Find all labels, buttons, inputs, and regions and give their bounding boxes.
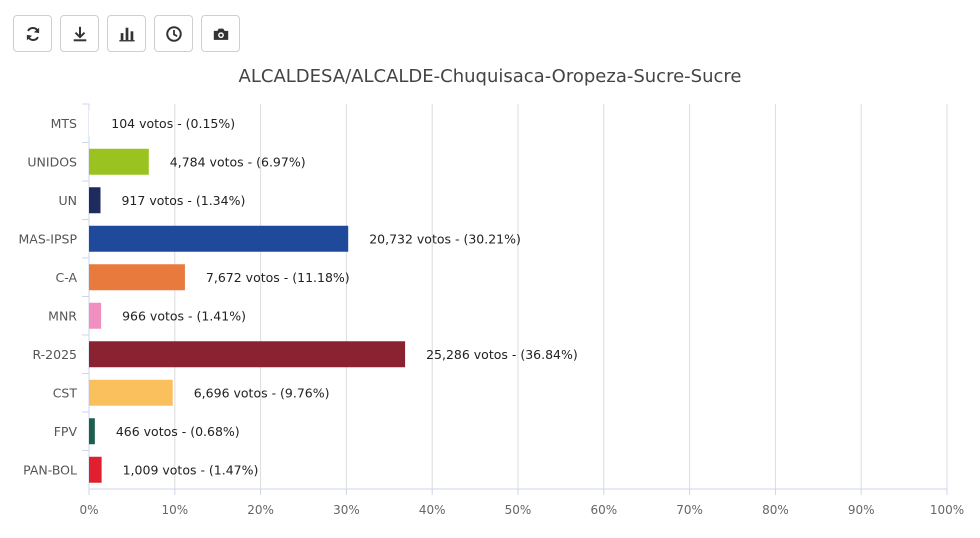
- x-tick-label: 80%: [762, 503, 789, 517]
- y-category-label: UN: [59, 193, 78, 208]
- x-tick-label: 20%: [247, 503, 274, 517]
- x-tick-label: 40%: [419, 503, 446, 517]
- x-tick-label: 100%: [930, 503, 964, 517]
- bar-data-label: 466 votos - (0.68%): [116, 424, 240, 439]
- bar-data-label: 917 votos - (1.34%): [121, 193, 245, 208]
- bar: [89, 302, 102, 329]
- camera-icon: [213, 28, 228, 40]
- y-category-label: FPV: [54, 424, 78, 439]
- bar: [89, 341, 406, 368]
- chart-toolbar: [13, 15, 240, 52]
- x-tick-label: 30%: [333, 503, 360, 517]
- bar-data-label: 20,732 votos - (30.21%): [369, 231, 521, 246]
- bar-data-label: 1,009 votos - (1.47%): [123, 462, 259, 477]
- bar: [89, 110, 91, 137]
- y-category-label: R-2025: [32, 347, 77, 362]
- bar: [89, 418, 95, 445]
- y-category-label: MTS: [51, 116, 77, 131]
- bar: [89, 225, 349, 252]
- bar-data-label: 4,784 votos - (6.97%): [170, 154, 306, 169]
- y-category-label: MNR: [48, 308, 77, 323]
- x-tick-label: 90%: [848, 503, 875, 517]
- bar-chart-button[interactable]: [107, 15, 146, 52]
- bar-data-label: 966 votos - (1.41%): [122, 308, 246, 323]
- bar-data-label: 104 votos - (0.15%): [111, 116, 235, 131]
- bar: [89, 264, 185, 291]
- download-button[interactable]: [60, 15, 99, 52]
- y-category-label: C-A: [55, 270, 77, 285]
- bar-data-label: 25,286 votos - (36.84%): [426, 347, 578, 362]
- y-category-label: PAN-BOL: [23, 462, 77, 477]
- y-category-label: CST: [53, 385, 78, 400]
- x-tick-label: 0%: [79, 503, 98, 517]
- bar-chart-icon: [118, 27, 135, 41]
- history-button[interactable]: [154, 15, 193, 52]
- x-tick-label: 50%: [505, 503, 532, 517]
- bar: [89, 379, 173, 406]
- bar-data-label: 7,672 votos - (11.18%): [206, 270, 350, 285]
- download-icon: [73, 26, 86, 41]
- bar: [89, 187, 101, 214]
- refresh-icon: [26, 26, 39, 41]
- x-tick-label: 10%: [161, 503, 188, 517]
- y-category-label: UNIDOS: [27, 154, 77, 169]
- x-tick-label: 60%: [590, 503, 617, 517]
- bar: [89, 148, 149, 175]
- bar: [89, 456, 102, 483]
- x-tick-label: 70%: [676, 503, 703, 517]
- refresh-button[interactable]: [13, 15, 52, 52]
- y-category-label: MAS-IPSP: [19, 231, 78, 246]
- screenshot-button[interactable]: [201, 15, 240, 52]
- clock-icon: [165, 25, 182, 42]
- chart-title: ALCALDESA/ALCALDE-Chuquisaca-Oropeza-Suc…: [238, 66, 742, 87]
- bar-data-label: 6,696 votos - (9.76%): [194, 385, 330, 400]
